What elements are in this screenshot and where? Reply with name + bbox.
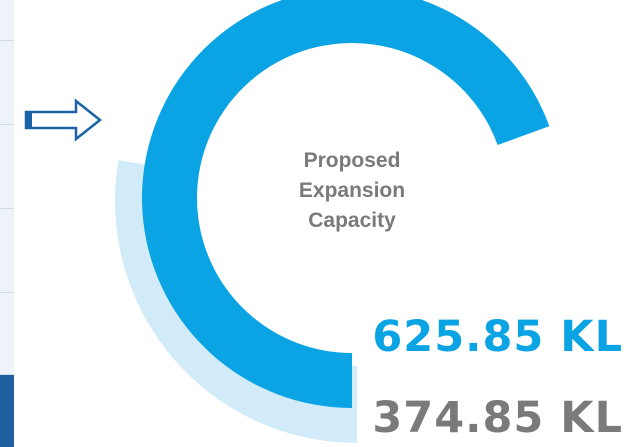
value-secondary: 374.85 KL (372, 393, 623, 443)
sidebar-strip (0, 0, 14, 447)
sidebar-tab[interactable] (0, 41, 14, 125)
sidebar-tab-active[interactable] (0, 375, 14, 447)
value-primary: 625.85 KL (372, 312, 623, 362)
center-label: Proposed Expansion Capacity (298, 149, 406, 232)
right-arrow-icon (24, 98, 103, 142)
sidebar-tab[interactable] (0, 209, 14, 293)
sidebar-tab[interactable] (0, 125, 14, 209)
sidebar-tab[interactable] (0, 0, 14, 41)
sidebar-tab[interactable] (0, 293, 14, 375)
